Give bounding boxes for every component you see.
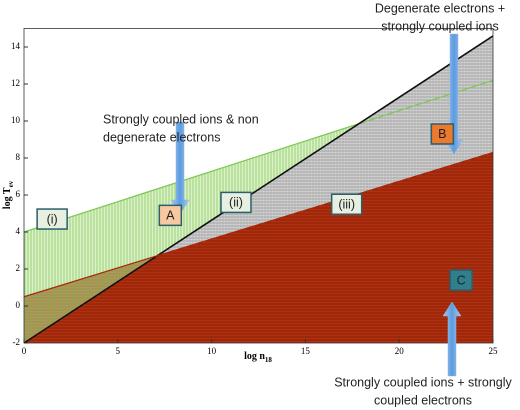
region-label-box: [220, 191, 252, 214]
x-tick-label: 15: [301, 346, 311, 356]
boundary-line: [23, 151, 494, 298]
arrow: [442, 301, 462, 377]
y-axis-label-main: log T: [2, 187, 13, 209]
region-label-box: [330, 193, 363, 215]
y-axis-label-sub: ev: [7, 180, 15, 187]
region-hatch: [24, 152, 493, 343]
x-axis-label-sub: 18: [265, 356, 273, 364]
region-label: A: [166, 209, 175, 223]
x-tick-label: 5: [116, 346, 121, 356]
plot-frame: [23, 28, 494, 344]
region-label: (ii): [229, 196, 243, 210]
region-label: (i): [47, 212, 58, 226]
y-tick-label: 0: [16, 300, 21, 310]
y-tick-label: 10: [11, 115, 21, 125]
region-label: B: [438, 127, 446, 141]
x-tick-label: 20: [395, 346, 405, 356]
annotation: Strongly coupled ions + strongly: [334, 375, 512, 389]
y-axis-label: log Tev: [2, 180, 14, 209]
x-axis-label: log n18: [244, 351, 272, 363]
region-label-box: [36, 208, 68, 230]
boundary-line: [23, 35, 494, 344]
y-tick-label: -2: [13, 337, 21, 347]
region-label-box: [430, 123, 455, 145]
arrow: [170, 121, 190, 215]
y-tick-label: 2: [16, 263, 21, 273]
y-tick-label: 8: [16, 152, 21, 162]
boundary-line: [23, 79, 494, 233]
annotations: log n18 log Tev (i) A (ii) (iii) B C Strongly co…: [2, 1, 512, 407]
region-label-box: [158, 204, 183, 227]
x-tick-label: 10: [207, 346, 217, 356]
y-tick-label: 12: [11, 78, 20, 88]
annotation: strongly coupled ions: [381, 19, 498, 33]
annotation: degenerate electrons: [103, 130, 220, 144]
annotation: Strongly coupled ions & non: [103, 112, 259, 126]
y-tick-label: 4: [16, 226, 21, 236]
y-tick-label: 6: [16, 189, 21, 199]
x-tick-label: 0: [22, 346, 27, 356]
x-tick-label: 25: [489, 346, 499, 356]
y-tick-label: 14: [11, 41, 21, 51]
annotation: coupled electrons: [374, 393, 472, 407]
region-label-box: [449, 269, 473, 291]
region-label: C: [457, 273, 466, 287]
annotation: Degenerate electrons +: [375, 1, 505, 15]
region-label: (iii): [338, 198, 355, 212]
x-axis-label-main: log n: [244, 351, 265, 362]
